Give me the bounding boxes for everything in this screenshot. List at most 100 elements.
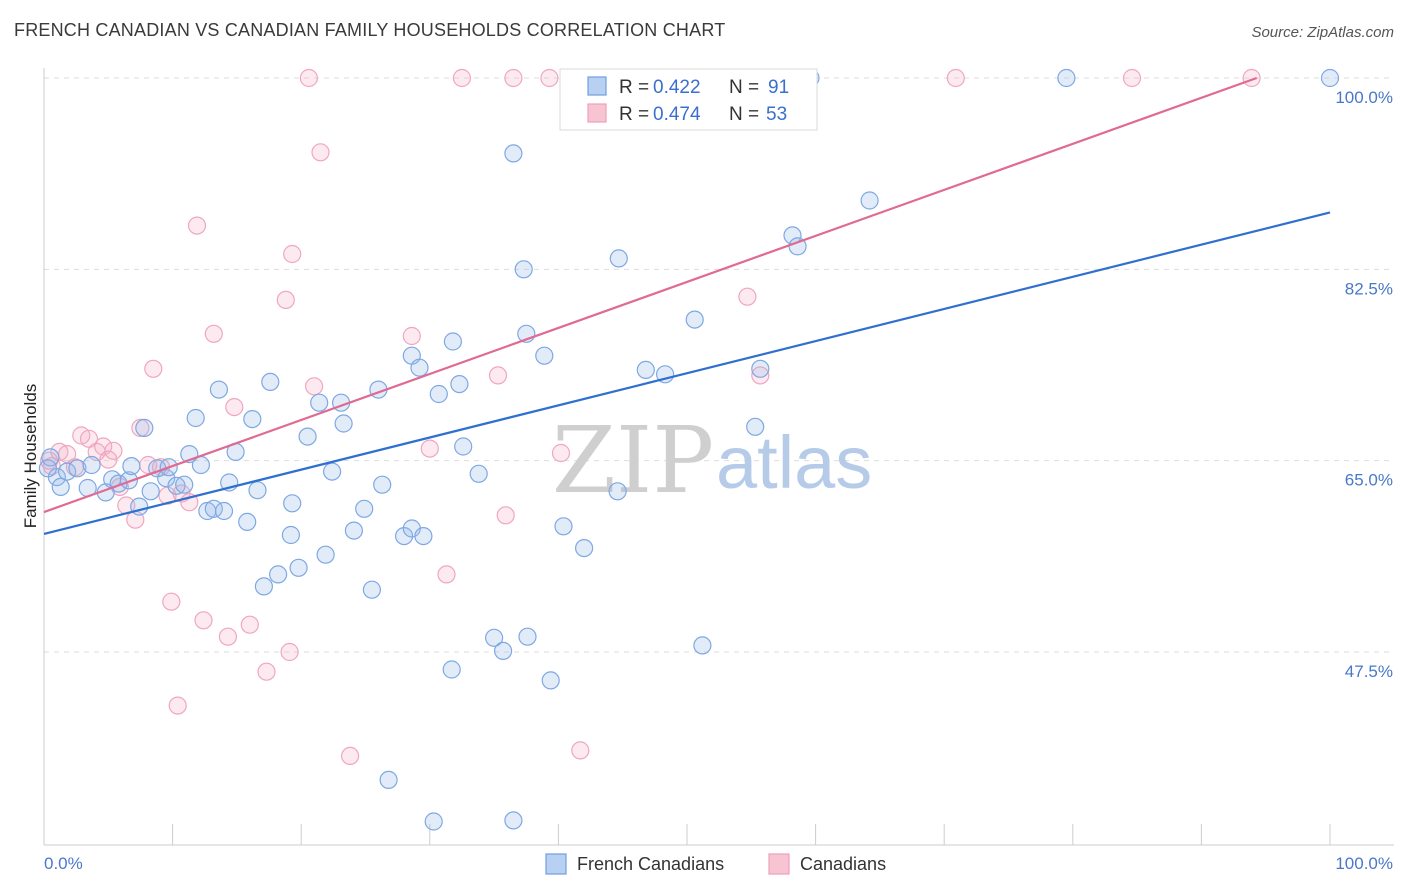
legend-n-value-1: 91 [768, 77, 789, 98]
watermark-zip: ZIP [552, 407, 714, 514]
point-canadians [311, 143, 330, 162]
point-french-canadians [454, 437, 473, 456]
point-canadians [437, 565, 456, 584]
chart-title: FRENCH CANADIAN VS CANADIAN FAMILY HOUSE… [14, 20, 726, 40]
point-french-canadians [608, 482, 627, 501]
point-french-canadians [323, 462, 342, 481]
point-french-canadians [541, 671, 560, 690]
point-french-canadians [554, 517, 573, 536]
point-french-canadians [238, 512, 257, 532]
point-french-canadians [450, 375, 469, 394]
point-french-canadians [51, 477, 70, 496]
point-french-canadians [574, 538, 594, 558]
legend-n-label-2: N = [729, 104, 759, 125]
point-french-canadians [685, 310, 704, 329]
point-french-canadians [269, 565, 288, 584]
point-french-canadians [57, 462, 77, 481]
point-french-canadians [316, 545, 335, 564]
legend-r-value-2: 0.474 [653, 104, 701, 125]
trend-line-french-canadians [43, 211, 1331, 535]
point-canadians [218, 627, 237, 646]
correlation-legend: R = 0.422 N = 91 R = 0.474 N = 53 [559, 68, 818, 131]
point-french-canadians [209, 380, 228, 399]
point-canadians [162, 592, 181, 611]
point-canadians [402, 326, 421, 346]
point-french-canadians [243, 410, 262, 429]
point-canadians [738, 287, 757, 306]
point-french-canadians [373, 475, 392, 494]
point-french-canadians [167, 476, 186, 495]
point-french-canadians [1320, 68, 1340, 88]
point-canadians [283, 244, 302, 264]
point-french-canadians [248, 481, 267, 500]
point-french-canadians [82, 455, 101, 475]
y-axis-label: Family Households [21, 384, 40, 529]
legend-n-label-1: N = [729, 77, 759, 98]
point-french-canadians [135, 418, 154, 437]
point-french-canadians [535, 346, 554, 365]
y-tick-label: 100.0% [1335, 88, 1393, 107]
point-french-canadians [281, 525, 300, 545]
point-french-canadians [746, 417, 765, 436]
point-french-canadians [860, 191, 879, 210]
point-french-canadians [410, 358, 429, 377]
legend-item-french-canadians: French Canadians [577, 854, 724, 874]
point-french-canadians [141, 482, 160, 501]
point-french-canadians [310, 393, 329, 412]
point-french-canadians [41, 448, 60, 467]
point-french-canadians [504, 811, 523, 830]
point-french-canadians [395, 526, 414, 546]
point-canadians [299, 68, 318, 88]
y-tick-label: 65.0% [1345, 471, 1393, 490]
point-french-canadians [298, 427, 317, 446]
point-canadians [257, 662, 276, 681]
point-french-canadians [334, 414, 353, 433]
y-tick-label: 82.5% [1345, 279, 1393, 298]
point-canadians [540, 68, 559, 88]
point-canadians [240, 615, 259, 634]
point-canadians [225, 398, 244, 417]
point-french-canadians [119, 471, 138, 490]
point-french-canadians [214, 501, 234, 521]
watermark-atlas: atlas [716, 421, 872, 504]
series-canadians-points [39, 68, 1261, 766]
point-french-canadians [362, 580, 381, 599]
point-french-canadians [609, 249, 628, 268]
point-canadians [194, 611, 213, 630]
chart-source: Source: ZipAtlas.com [1251, 24, 1394, 41]
point-french-canadians [429, 384, 448, 404]
point-french-canadians [514, 260, 533, 279]
point-french-canadians [68, 459, 87, 478]
point-french-canadians [175, 475, 194, 494]
point-canadians [187, 216, 207, 235]
point-canadians [131, 418, 150, 437]
legend-item-canadians-swatch [768, 853, 790, 875]
point-french-canadians [355, 499, 374, 518]
watermark: ZIP atlas [552, 407, 872, 514]
series-legend: French Canadians Canadians [545, 853, 886, 875]
point-french-canadians [424, 812, 443, 831]
point-french-canadians [442, 660, 461, 679]
point-french-canadians [254, 577, 273, 596]
point-french-canadians [1057, 68, 1076, 88]
point-canadians [99, 450, 118, 469]
legend-item-french-canadians-swatch [545, 853, 567, 875]
axes [43, 68, 1394, 846]
point-french-canadians [636, 360, 655, 379]
point-canadians [751, 366, 770, 385]
point-canadians [1242, 68, 1261, 88]
point-canadians [496, 506, 515, 525]
point-canadians [104, 441, 123, 460]
legend-n-value-2: 53 [766, 104, 787, 125]
legend-r-label-2: R = [619, 104, 649, 125]
point-french-canadians [38, 459, 58, 478]
trend-line-canadians [43, 76, 1258, 514]
point-french-canadians [261, 372, 280, 391]
point-canadians [946, 68, 965, 88]
point-canadians [341, 746, 360, 766]
point-canadians [452, 68, 471, 88]
x-tick-label: 0.0% [44, 854, 83, 873]
legend-r-label-1: R = [619, 77, 649, 98]
trend-lines [43, 76, 1331, 535]
point-canadians [488, 366, 508, 385]
